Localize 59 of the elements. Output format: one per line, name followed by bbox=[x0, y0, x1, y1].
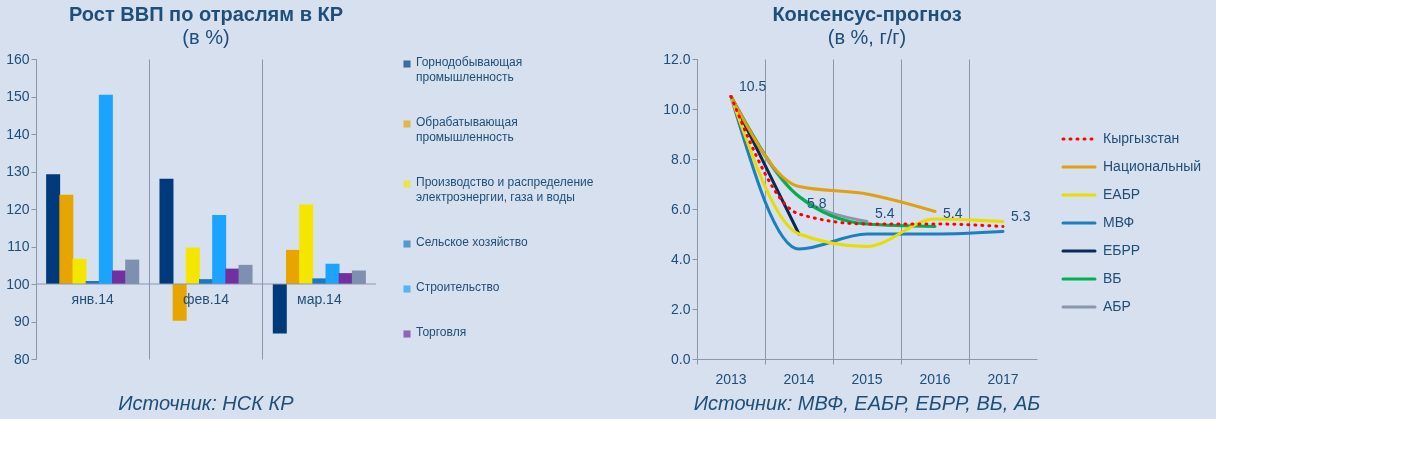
x-tick-label: 2015 bbox=[851, 370, 883, 387]
bar bbox=[46, 174, 61, 284]
bar bbox=[212, 215, 227, 284]
y-tick-label: 90 bbox=[13, 313, 30, 329]
y-tick-label: 130 bbox=[6, 163, 30, 179]
y-tick-label: 100 bbox=[6, 275, 30, 292]
bar bbox=[299, 204, 314, 284]
y-tick-label: 4.0 bbox=[671, 250, 691, 267]
bar bbox=[185, 247, 200, 284]
y-tick-label: 12.0 bbox=[663, 50, 691, 67]
legend-label: Производство и распределение электроэнергии, газа и воды bbox=[416, 175, 594, 204]
x-tick-label: мар.14 bbox=[297, 290, 342, 307]
y-tick-label: 150 bbox=[6, 88, 30, 104]
legend-label: ЕАБР bbox=[1103, 186, 1141, 202]
text: Источник: НСК КР bbox=[118, 392, 295, 414]
y-tick-label: 8.0 bbox=[671, 150, 691, 167]
bar bbox=[159, 178, 174, 284]
bar bbox=[285, 249, 300, 284]
legend-label: Сельское хозяйство bbox=[416, 235, 529, 249]
bar bbox=[325, 263, 340, 284]
data-label: 10.5 bbox=[739, 77, 767, 94]
legend-label: Торговля bbox=[416, 325, 467, 339]
y-tick-label: 120 bbox=[6, 200, 30, 217]
legend-label: ЕБРР bbox=[1103, 242, 1141, 258]
x-tick-label: 2016 bbox=[919, 370, 951, 387]
y-tick-label: 10.0 bbox=[663, 100, 691, 117]
y-tick-label: 6.0 bbox=[671, 200, 691, 217]
bar bbox=[72, 258, 87, 284]
legend-label: Строительство bbox=[416, 280, 500, 294]
legend-label: АБР bbox=[1103, 298, 1131, 314]
data-label: 5.4 bbox=[943, 205, 963, 221]
x-tick-label: 2014 bbox=[783, 370, 815, 387]
x-tick-label: янв.14 bbox=[71, 290, 114, 307]
y-tick-label: 80 bbox=[13, 350, 30, 367]
x-tick-label: 2017 bbox=[987, 370, 1019, 387]
x-tick-label: 2013 bbox=[715, 370, 747, 387]
y-tick-label: 0.0 bbox=[671, 350, 691, 367]
y-tick-label: 2.0 bbox=[671, 300, 691, 317]
data-label: 5.4 bbox=[875, 205, 895, 221]
legend-label: Национальный bbox=[1103, 158, 1202, 174]
legend-label: Обрабатывающая промышленность bbox=[416, 115, 518, 144]
data-label: 5.8 bbox=[807, 195, 827, 211]
data-label: 5.3 bbox=[1011, 207, 1031, 224]
legend-label: Кыргызстан bbox=[1103, 130, 1180, 146]
y-tick-label: 140 bbox=[6, 125, 30, 142]
y-tick-label: 160 bbox=[6, 50, 30, 67]
legend-label: Горнодобывающая промышленность bbox=[416, 55, 523, 84]
bar bbox=[59, 194, 74, 284]
chart-title: Консенсус-прогноз bbox=[772, 3, 962, 25]
y-tick-label: 110 bbox=[7, 238, 30, 254]
chart-subtitle: (в %) bbox=[182, 26, 230, 48]
chart-title: Рост ВВП по отраслям в КР bbox=[68, 3, 344, 25]
legend-label: МВФ bbox=[1103, 214, 1135, 230]
bar bbox=[98, 94, 113, 284]
legend-label: ВБ bbox=[1103, 270, 1122, 286]
bar bbox=[272, 284, 287, 334]
chart-subtitle: (в %, г/г) bbox=[827, 26, 907, 48]
bar bbox=[225, 268, 240, 284]
text: Источник: МВФ, ЕАБР, ЕБРР, ВБ, АБ bbox=[693, 392, 1041, 414]
